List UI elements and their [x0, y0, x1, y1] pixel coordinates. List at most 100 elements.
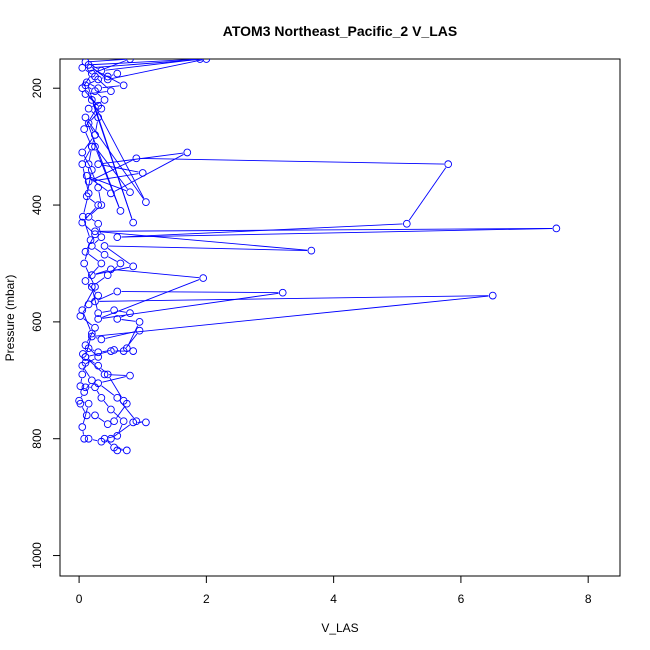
series-0-segment: [90, 83, 95, 87]
series-1-point: [94, 361, 103, 370]
series-0-point: [86, 236, 95, 244]
series-0-point: [82, 171, 91, 180]
series-0-segment: [84, 368, 90, 378]
series-1-segment: [98, 191, 102, 201]
series-0-segment: [92, 173, 139, 182]
series-0-segment: [80, 378, 83, 383]
series-0-point: [87, 166, 96, 174]
x-tick-label: 4: [330, 592, 337, 606]
series-0-point: [80, 259, 89, 268]
series-1-segment: [109, 377, 122, 398]
series-1-point: [76, 399, 85, 408]
series-0-point: [87, 329, 96, 338]
series-0-point: [81, 247, 90, 256]
series-0-segment: [83, 318, 92, 326]
series-1-point: [82, 411, 91, 420]
series-1-point: [97, 233, 106, 242]
series-0-segment: [84, 138, 93, 150]
series-0-segment: [99, 227, 553, 232]
series-0-segment: [86, 383, 90, 389]
series-0-point: [87, 96, 96, 104]
series-0-point: [78, 63, 87, 72]
series-0-point: [78, 370, 87, 379]
series-0-point: [97, 66, 106, 75]
series-0-segment: [102, 85, 120, 89]
series-0-point: [132, 417, 141, 426]
series-1-point: [107, 347, 115, 355]
series-1-point: [126, 309, 134, 317]
series-0-segment: [87, 120, 144, 199]
series-1-point: [94, 309, 103, 317]
series-0-segment: [92, 439, 98, 442]
series-0-point: [132, 154, 141, 163]
series-0-point: [110, 443, 118, 452]
chart-title: ATOM3 Northeast_Pacific_2 V_LAS: [223, 23, 457, 39]
series-0-segment: [114, 424, 131, 437]
series-0-segment: [89, 59, 126, 63]
x-tick-label: 6: [458, 592, 465, 606]
series-points: [75, 59, 561, 455]
series-0-point: [94, 201, 103, 209]
series-0-point: [107, 265, 115, 274]
series-0-point: [84, 434, 93, 443]
series-0-point: [113, 393, 122, 402]
series-1-point: [94, 219, 103, 228]
series-1-segment: [89, 351, 107, 357]
series-1-point: [103, 420, 112, 428]
series-0-segment: [125, 333, 138, 349]
series-1-segment: [121, 319, 136, 322]
series-0-point: [78, 160, 87, 169]
series-0-point: [278, 288, 287, 297]
series-0-point: [91, 142, 99, 151]
series-1-point: [94, 75, 103, 84]
series-0-point: [552, 224, 561, 233]
series-1-point: [84, 104, 93, 113]
series-1-segment: [118, 310, 126, 313]
series-0-segment: [113, 412, 121, 419]
series-0-point: [183, 148, 192, 157]
series-1-segment: [88, 87, 92, 90]
series-1-segment: [108, 256, 117, 262]
series-0-point: [110, 346, 118, 354]
series-0-point: [126, 188, 134, 197]
series-0-segment: [88, 347, 96, 355]
series-1-segment: [116, 406, 125, 419]
series-0-segment: [140, 157, 444, 165]
series-0-segment: [83, 290, 94, 307]
series-1-point: [103, 271, 112, 279]
series-0-point: [91, 297, 99, 306]
series-0-point: [94, 348, 103, 357]
series-0-segment: [408, 167, 447, 221]
series-0-point: [113, 431, 122, 440]
series-1-point: [91, 411, 99, 420]
series-0-point: [84, 177, 93, 186]
series-0-segment: [90, 126, 94, 132]
series-lines: [80, 59, 553, 451]
series-0-point: [78, 423, 87, 431]
series-0-segment: [102, 350, 111, 353]
series-0-segment: [101, 385, 115, 396]
series-0-point: [100, 370, 109, 379]
series-0-segment: [99, 231, 308, 251]
series-0-point: [78, 148, 87, 157]
series-0-point: [87, 376, 96, 385]
series-1-segment: [102, 310, 111, 313]
series-1-point: [103, 370, 112, 379]
series-0-segment: [82, 407, 88, 424]
series-1-point: [84, 212, 93, 221]
series-1-point: [110, 417, 118, 426]
series-1-segment: [91, 218, 96, 222]
series-0-segment: [85, 358, 95, 365]
series-0-point: [91, 230, 99, 239]
series-0-segment: [103, 400, 109, 407]
series-1-segment: [94, 277, 105, 285]
series-0-segment: [96, 390, 100, 395]
series-0-point: [100, 242, 109, 250]
series-1-point: [100, 250, 109, 259]
series-0-point: [113, 287, 122, 296]
series-0-point: [78, 306, 87, 315]
series-0-point: [80, 388, 89, 396]
series-0-point: [97, 104, 106, 113]
series-0-segment: [82, 431, 84, 435]
